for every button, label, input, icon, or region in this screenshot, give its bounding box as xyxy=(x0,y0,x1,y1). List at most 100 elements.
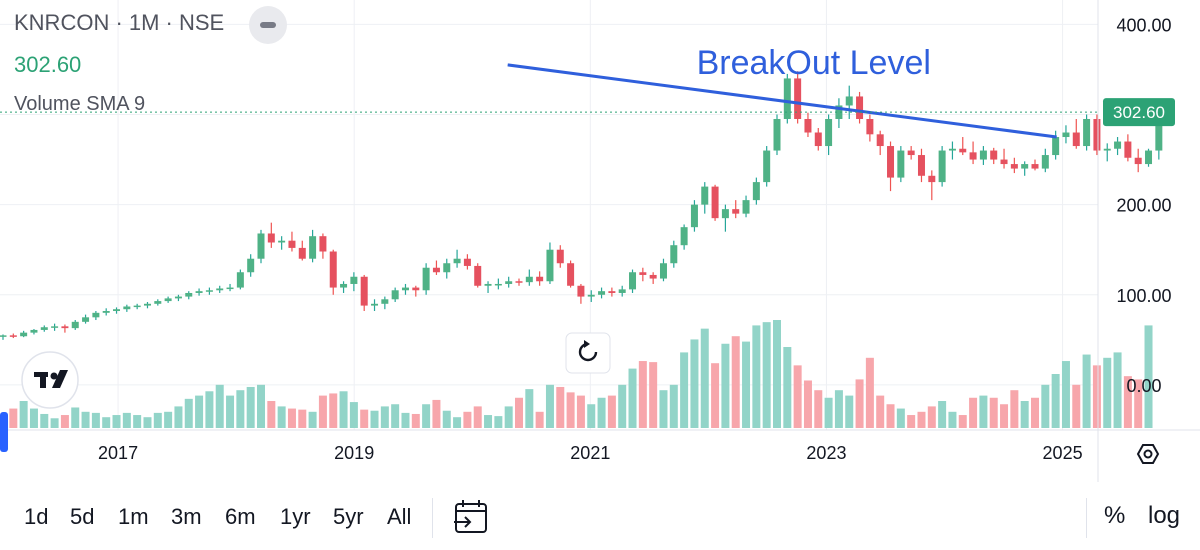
volume-bar xyxy=(659,390,668,428)
collapse-legend-button[interactable] xyxy=(249,6,287,44)
volume-bar xyxy=(1144,325,1153,428)
candle-body xyxy=(1155,112,1163,151)
candle-body xyxy=(732,209,740,214)
volume-bar xyxy=(287,408,296,428)
candle-body xyxy=(267,233,275,243)
volume-bar xyxy=(669,384,678,428)
candle-body xyxy=(515,281,523,283)
candle-body xyxy=(959,148,967,153)
candle-body xyxy=(0,335,7,337)
candle-body xyxy=(257,233,265,259)
candle-body xyxy=(133,305,141,308)
volume-bar xyxy=(762,322,771,428)
volume-bar xyxy=(896,408,905,428)
breakout-trendline xyxy=(507,63,1057,139)
timeframe-5d[interactable]: 5d xyxy=(70,504,95,529)
candle-body xyxy=(432,267,440,273)
candle-body xyxy=(51,326,59,328)
volume-bar xyxy=(29,408,38,428)
log-scale-toggle[interactable]: log xyxy=(1148,502,1181,529)
volume-bar xyxy=(752,325,761,428)
volume-bar xyxy=(597,397,606,428)
candle-body xyxy=(783,78,791,119)
volume-bar xyxy=(1072,384,1081,428)
reset-chart-button[interactable] xyxy=(565,332,611,374)
candle-body xyxy=(463,258,471,266)
timeframe-6m[interactable]: 6m xyxy=(225,504,256,529)
volume-bar xyxy=(1020,401,1029,428)
candle-body xyxy=(1072,132,1080,147)
volume-bar xyxy=(845,395,854,428)
candle-body xyxy=(205,290,213,292)
candle-body xyxy=(1062,132,1070,138)
candle-body xyxy=(216,288,224,291)
date-range-icon[interactable] xyxy=(452,498,492,538)
candle-body xyxy=(948,148,956,151)
candle-body xyxy=(412,287,420,291)
candle-body xyxy=(40,327,48,330)
timeframe-all[interactable]: All xyxy=(387,504,412,529)
candle-body xyxy=(711,186,719,219)
candle-body xyxy=(226,287,234,290)
timeframe-1yr[interactable]: 1yr xyxy=(280,504,311,529)
volume-bar xyxy=(1113,352,1122,428)
volume-bar xyxy=(339,391,348,428)
volume-bar xyxy=(81,411,90,428)
volume-bar xyxy=(721,343,730,428)
volume-bar xyxy=(793,365,802,428)
scroll-handle[interactable] xyxy=(0,412,8,452)
timeframe-3m[interactable]: 3m xyxy=(171,504,202,529)
candle-body xyxy=(288,240,296,248)
volume-bar xyxy=(215,384,224,428)
candle-body xyxy=(92,312,100,318)
volume-bar xyxy=(9,408,18,428)
volume-bar xyxy=(329,393,338,428)
volume-bar xyxy=(174,406,183,428)
candle-body xyxy=(1031,164,1039,169)
candle-body xyxy=(123,306,131,310)
candle-body xyxy=(494,283,502,286)
toolbar-divider-right xyxy=(1086,498,1087,538)
candle-body xyxy=(1145,150,1153,165)
candle-body xyxy=(236,272,244,288)
volume-bar xyxy=(731,336,740,428)
toolbar-divider xyxy=(432,498,433,538)
last-price-tag xyxy=(1103,98,1175,127)
volume-bar xyxy=(318,395,327,428)
candle-body xyxy=(845,96,853,106)
candle-body xyxy=(990,150,998,160)
candle-body xyxy=(587,294,595,297)
grid-lines xyxy=(0,0,1098,430)
volume-bar xyxy=(886,404,895,428)
candle-body xyxy=(401,287,409,291)
volume-bar xyxy=(102,417,111,428)
candle-body xyxy=(422,267,430,291)
volume-bar xyxy=(308,411,317,428)
candle-body xyxy=(61,326,69,329)
volume-bar xyxy=(535,411,544,428)
volume-bar xyxy=(411,413,420,428)
volume-bar xyxy=(711,363,720,428)
timeframe-5yr[interactable]: 5yr xyxy=(333,504,364,529)
settings-icon[interactable] xyxy=(1136,444,1160,464)
candle-body xyxy=(371,303,379,306)
timeframe-1d[interactable]: 1d xyxy=(24,504,49,529)
candle-body xyxy=(143,303,151,306)
percent-scale-toggle[interactable]: % xyxy=(1104,502,1126,529)
candle-body xyxy=(608,291,616,293)
volume-bar xyxy=(958,415,967,428)
candle-body xyxy=(1010,164,1018,169)
volume-bar xyxy=(349,402,358,428)
chart-canvas[interactable]: BreakOut Level 400.00 200.00 100.00 0.00 201… xyxy=(0,0,1200,482)
candle-body xyxy=(1052,137,1060,156)
candle-body xyxy=(20,332,28,337)
candle-body xyxy=(474,265,482,286)
candle-body xyxy=(329,251,337,288)
x-tick-label: 2019 xyxy=(334,443,374,463)
timeframe-1m[interactable]: 1m xyxy=(118,504,149,529)
volume-bar xyxy=(783,347,792,428)
x-tick-label: 2025 xyxy=(1043,443,1083,463)
volume-bar xyxy=(504,406,513,428)
volume-bar xyxy=(463,411,472,428)
volume-bar xyxy=(587,404,596,428)
